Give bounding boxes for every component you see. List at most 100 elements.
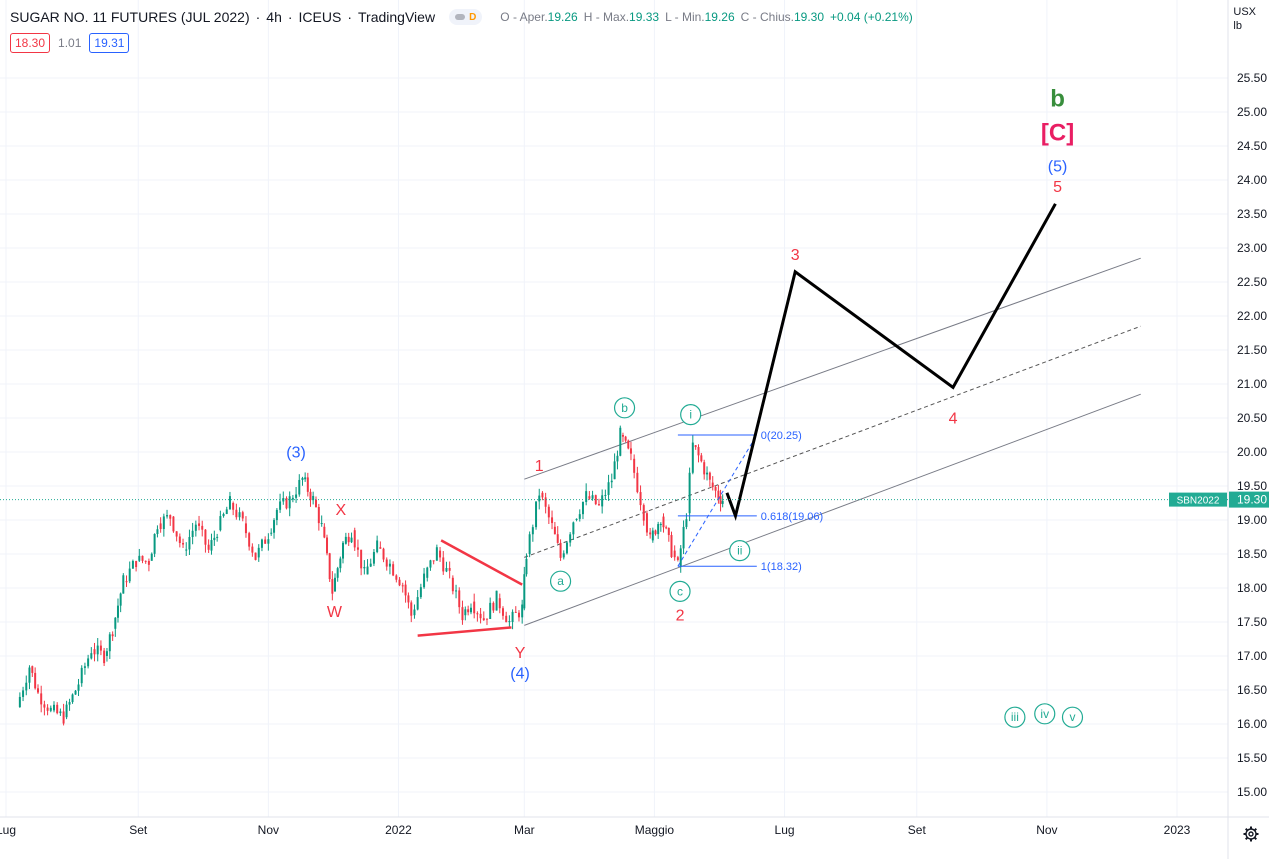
grid-layer <box>0 0 1228 817</box>
candle-body <box>501 608 504 616</box>
gear-icon[interactable] <box>1243 826 1259 842</box>
candle-body <box>594 495 597 505</box>
market-status-pill[interactable]: D <box>449 9 483 25</box>
candle-body <box>312 495 315 501</box>
candle-body <box>467 609 470 613</box>
candle-body <box>369 563 372 567</box>
candle-body <box>469 607 472 613</box>
candle-body <box>339 558 342 569</box>
wave-label-a: a <box>557 574 564 588</box>
candle-body <box>334 577 337 592</box>
ohlc-readout: O - Aper.19.26 H - Max.19.33 L - Min.19.… <box>500 10 912 24</box>
candle-body <box>191 530 194 538</box>
price-tick-label: 16.00 <box>1237 717 1267 731</box>
time-tick-label: 2022 <box>385 823 412 837</box>
candle-body <box>257 547 260 558</box>
price-tick-label: 17.00 <box>1237 649 1267 663</box>
candle-body <box>166 515 169 517</box>
candle-body <box>585 491 588 502</box>
candle-body <box>363 566 366 569</box>
candle-body <box>122 575 125 594</box>
candle-body <box>235 509 238 518</box>
candle-body <box>492 602 495 611</box>
candle-body <box>328 553 331 580</box>
candle-body <box>213 537 216 541</box>
symbol-title[interactable]: SUGAR NO. 11 FUTURES (JUL 2022) <box>10 9 250 25</box>
candle-body <box>320 523 323 525</box>
candle-body <box>613 461 616 480</box>
candle-body <box>578 514 581 519</box>
candle-body <box>28 667 31 683</box>
candle-body <box>691 442 694 473</box>
time-tick-label: 2023 <box>1164 823 1191 837</box>
wave-circle <box>1034 703 1056 725</box>
candle-body <box>673 550 676 558</box>
delayed-badge: D <box>469 11 477 23</box>
time-tick-label: Nov <box>1036 823 1057 837</box>
candle-body <box>285 498 288 509</box>
bid-price-box[interactable]: 18.30 <box>10 33 51 53</box>
candle-body <box>419 587 422 598</box>
candle-body <box>410 602 413 616</box>
candle-body <box>619 427 622 456</box>
candle-body <box>114 617 117 629</box>
candle-body <box>485 618 488 620</box>
candle-body <box>275 509 278 521</box>
wave-label-(3): (3) <box>286 444 306 461</box>
chart-header: SUGAR NO. 11 FUTURES (JUL 2022) · 4h · I… <box>10 7 913 27</box>
candle-body <box>111 634 114 637</box>
price-tick-label: 19.50 <box>1237 479 1267 493</box>
candle-body <box>175 531 178 537</box>
candle-body <box>547 506 550 518</box>
candle-body <box>347 536 350 543</box>
candle-body <box>207 544 210 550</box>
candle-body <box>99 645 102 651</box>
drawings-layer[interactable]: 0(20.25) 0.618(19.06) 1(18.32) <box>417 203 1057 637</box>
candle-body <box>225 509 228 514</box>
ask-price-box[interactable]: 19.31 <box>89 33 130 53</box>
candle-body <box>178 536 181 544</box>
candle-body <box>395 575 398 580</box>
candle-body <box>128 568 131 582</box>
candle-body <box>517 612 520 618</box>
candle-body <box>131 560 134 569</box>
candle-body <box>629 448 632 454</box>
wave-circle <box>613 397 636 419</box>
price-tick-label: 22.50 <box>1237 275 1267 289</box>
candle-body <box>228 496 231 510</box>
wave-label-iv: iv <box>1040 707 1049 721</box>
candle-body <box>624 436 627 441</box>
candle-body <box>489 602 492 619</box>
trend-channel[interactable] <box>524 257 1141 626</box>
candle-body <box>401 585 404 587</box>
wave-label-W: W <box>327 604 343 621</box>
candle-body <box>495 590 498 611</box>
candle-body <box>458 590 461 608</box>
candle-body <box>572 522 575 535</box>
candle-body <box>96 645 99 655</box>
candle-body <box>372 552 375 564</box>
candle-body <box>392 564 395 576</box>
interval-label[interactable]: 4h <box>266 9 282 25</box>
price-tick-label: 20.00 <box>1237 445 1267 459</box>
candle-body <box>46 707 49 711</box>
wave-label-b: b <box>1050 85 1065 112</box>
candle-body <box>633 458 636 473</box>
separator: · <box>287 9 293 25</box>
low-readout: L - Min.19.26 <box>665 10 735 24</box>
candle-body <box>473 601 476 614</box>
candle-body <box>659 524 662 526</box>
candle-body <box>153 534 156 554</box>
candles-layer <box>18 425 724 726</box>
currency-code: USX <box>1233 6 1256 18</box>
candle-body <box>541 492 544 498</box>
candle-body <box>52 704 55 711</box>
candle-body <box>323 526 326 538</box>
separator: · <box>347 9 353 25</box>
wave-label-1: 1 <box>535 458 544 475</box>
price-tick-label: 23.00 <box>1237 241 1267 255</box>
currency-unit-label[interactable]: USX lb <box>1233 5 1256 33</box>
